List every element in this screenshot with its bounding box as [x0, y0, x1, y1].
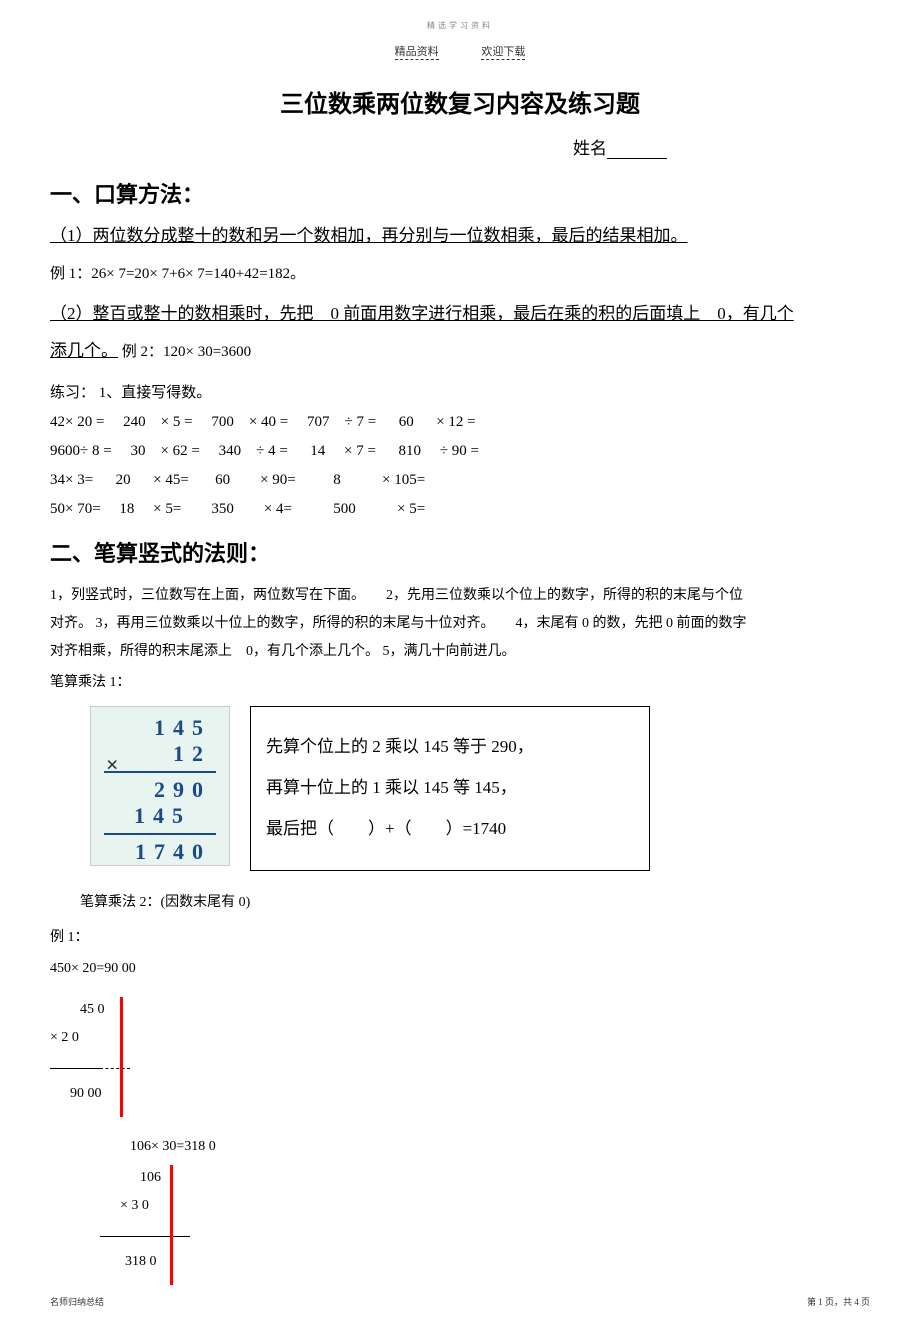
header-right: 欢迎下载	[481, 46, 525, 60]
ex1-eq: 450× 20=90 00	[50, 961, 870, 977]
example2: 例 2：120× 30=3600	[118, 344, 251, 360]
header-small: 精品资料 欢迎下载	[50, 43, 870, 59]
red-line-2	[170, 1165, 173, 1285]
ex1-label: 例 1：	[50, 926, 870, 946]
name-line: 姓名	[50, 134, 870, 159]
vertical-calc-container: 145 12 × 290 145 1740 先算个位上的 2 乘以 145 等于…	[90, 706, 870, 870]
rule2: （2）整百或整十的数相乘时，先把 0 前面用数字进行相乘，最后在乘的积的后面填上…	[50, 295, 870, 370]
vc1-hr2	[104, 833, 216, 835]
name-label: 姓名	[573, 139, 607, 158]
section1-title: 一、口算方法：	[50, 177, 870, 209]
section2-title: 二、笔算竖式的法则：	[50, 536, 870, 568]
exp-line1: 先算个位上的 2 乘以 145 等于 290，	[266, 727, 634, 768]
math-row-2: 9600÷ 8 = 30 × 62 = 340 ÷ 4 = 14 × 7 = 8…	[50, 443, 870, 460]
math-row-1: 42× 20 = 240 × 5 = 700 × 40 = 707 ÷ 7 = …	[50, 414, 870, 431]
exp-line3: 最后把（ ）+（ ）=1740	[266, 809, 634, 850]
vc2b-line4: 318 0	[90, 1254, 870, 1282]
explanation-box: 先算个位上的 2 乘以 145 等于 290， 再算十位上的 1 乘以 145 …	[250, 706, 650, 870]
vert-calc-2a: 45 0 × 2 0 90 00	[50, 1002, 870, 1114]
mult-sign: ×	[106, 752, 119, 778]
header-tiny: 精选学习资料	[50, 20, 870, 31]
vc2a-line2: × 2 0	[50, 1030, 870, 1058]
exp-line2: 再算十位上的 1 乘以 145 等 145，	[266, 768, 634, 809]
vert-calc-2b: 106 × 3 0 318 0	[90, 1170, 870, 1282]
vc1-hr1	[104, 771, 216, 773]
rule2-part2: 添几个。	[50, 341, 118, 360]
vc1-line1: 145	[99, 715, 221, 741]
vc2b-line3	[90, 1226, 870, 1254]
header-left: 精品资料	[395, 46, 439, 60]
example1: 例 1：26× 7=20× 7+6× 7=140+42=182。	[50, 262, 870, 283]
vc2a-line3	[50, 1058, 870, 1086]
rule2-part1: （2）整百或整十的数相乘时，先把 0 前面用数字进行相乘，最后在乘的积的后面填上…	[50, 304, 794, 323]
vc2b-line2: × 3 0	[90, 1198, 870, 1226]
vc1-line5: 1740	[99, 839, 221, 865]
ex2-eq: 106× 30=318 0	[130, 1139, 870, 1155]
rules-text: 1，列竖式时，三位数写在上面，两位数写在下面。 2，先用三位数乘以个位上的数字，…	[50, 582, 870, 666]
vc1-line4: 145	[99, 803, 221, 829]
vc1-line3: 290	[99, 777, 221, 803]
calc-label-1: 笔算乘法 1：	[50, 671, 870, 691]
vc2b-line1: 106	[90, 1170, 870, 1198]
calc-label-2: 笔算乘法 2：(因数末尾有 0)	[80, 891, 870, 911]
rule1: （1）两位数分成整十的数和另一个数相加，再分别与一位数相乘，最后的结果相加。	[50, 221, 870, 252]
name-blank	[607, 158, 667, 159]
footer-right: 第 1 页，共 4 页	[807, 1295, 870, 1308]
math-row-4: 50× 70= 18 × 5= 350 × 4= 500 × 5=	[50, 501, 870, 518]
math-row-3: 34× 3= 20 × 45= 60 × 90= 8 × 105=	[50, 472, 870, 489]
vc2a-line4: 90 00	[50, 1086, 870, 1114]
red-line-1	[120, 997, 123, 1117]
footer-left: 名师归纳总结	[50, 1295, 104, 1308]
vertical-calc-1: 145 12 × 290 145 1740	[90, 706, 230, 866]
footer: 名师归纳总结 第 1 页，共 4 页	[50, 1295, 870, 1308]
practice-label: 练习： 1、直接写得数。	[50, 381, 870, 402]
vc2a-line1: 45 0	[50, 1002, 870, 1030]
main-title: 三位数乘两位数复习内容及练习题	[50, 84, 870, 119]
